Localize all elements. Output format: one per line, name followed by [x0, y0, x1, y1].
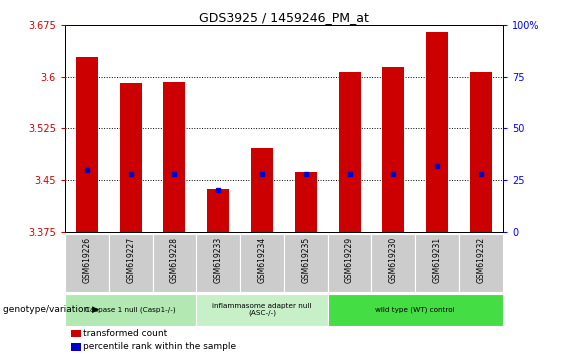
Text: GSM619235: GSM619235: [301, 236, 310, 283]
Title: GDS3925 / 1459246_PM_at: GDS3925 / 1459246_PM_at: [199, 11, 369, 24]
Bar: [328, 234, 372, 292]
Text: GSM619231: GSM619231: [433, 236, 442, 283]
Bar: [120, 84, 142, 232]
Bar: [284, 234, 328, 292]
Bar: [426, 32, 448, 232]
Bar: [153, 234, 197, 292]
Text: GSM619229: GSM619229: [345, 236, 354, 283]
Bar: [108, 234, 153, 292]
Text: GSM619228: GSM619228: [170, 236, 179, 282]
Text: inflammasome adapter null
(ASC-/-): inflammasome adapter null (ASC-/-): [212, 303, 312, 316]
Bar: [328, 294, 503, 326]
Text: GSM619232: GSM619232: [476, 236, 485, 283]
Bar: [197, 234, 240, 292]
Bar: [163, 82, 185, 232]
Text: GSM619234: GSM619234: [258, 236, 267, 283]
Bar: [338, 73, 360, 232]
Bar: [383, 67, 405, 232]
Text: genotype/variation ▶: genotype/variation ▶: [3, 305, 99, 314]
Bar: [65, 294, 197, 326]
Text: wild type (WT) control: wild type (WT) control: [376, 307, 455, 313]
Bar: [459, 234, 503, 292]
Text: Caspase 1 null (Casp1-/-): Caspase 1 null (Casp1-/-): [85, 307, 176, 313]
Bar: [251, 148, 273, 232]
Text: transformed count: transformed count: [83, 329, 167, 338]
Text: percentile rank within the sample: percentile rank within the sample: [83, 342, 236, 352]
Bar: [415, 234, 459, 292]
Bar: [240, 234, 284, 292]
Text: GSM619227: GSM619227: [126, 236, 135, 283]
Text: GSM619230: GSM619230: [389, 236, 398, 283]
Bar: [207, 189, 229, 232]
Text: GSM619233: GSM619233: [214, 236, 223, 283]
Bar: [295, 172, 317, 232]
Text: GSM619226: GSM619226: [82, 236, 92, 283]
Bar: [470, 73, 492, 232]
Bar: [372, 234, 415, 292]
Bar: [76, 57, 98, 232]
Bar: [197, 294, 328, 326]
Bar: [65, 234, 109, 292]
